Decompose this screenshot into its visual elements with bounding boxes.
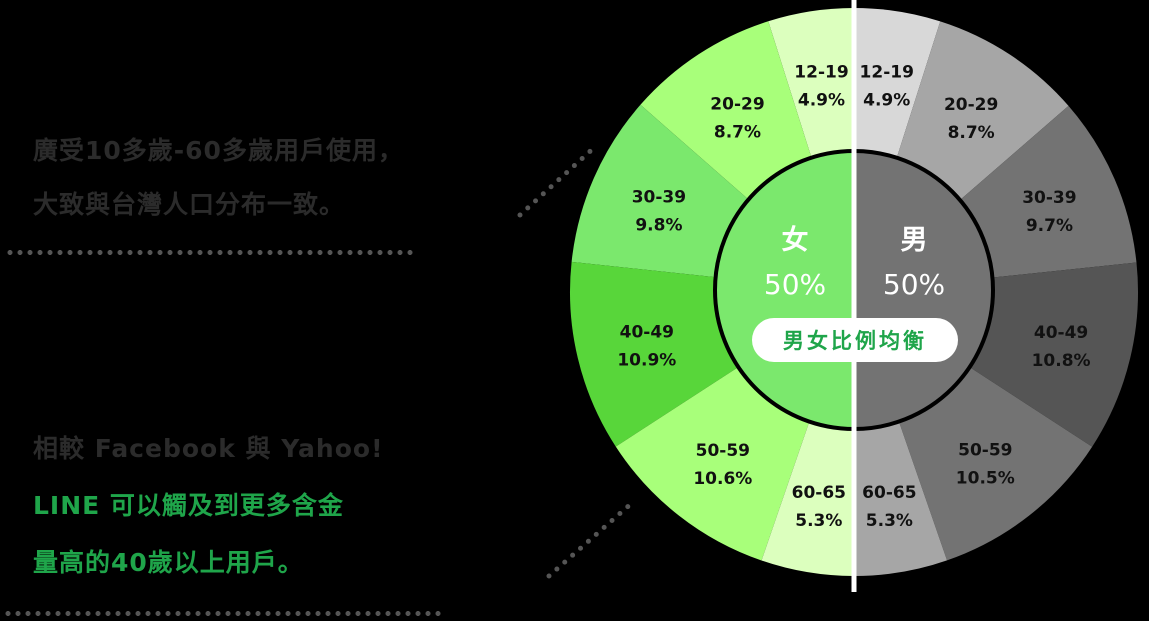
segment-age-label: 60-65 xyxy=(792,483,846,503)
segment-percent-label: 9.8% xyxy=(635,216,682,236)
segment-percent-label: 10.8% xyxy=(1032,351,1091,371)
segment-age-label: 50-59 xyxy=(958,441,1012,461)
female-percent: 50% xyxy=(764,268,826,301)
segment-percent-label: 8.7% xyxy=(714,123,761,143)
dotted-divider xyxy=(5,250,415,255)
segment-percent-label: 4.9% xyxy=(798,90,845,110)
segment-age-label: 20-29 xyxy=(710,95,764,115)
segment-age-label: 12-19 xyxy=(860,63,914,83)
male-label: 男 xyxy=(901,225,928,256)
segment-percent-label: 5.3% xyxy=(795,511,842,531)
male-percent: 50% xyxy=(883,268,945,301)
segment-age-label: 50-59 xyxy=(696,441,750,461)
segment-percent-label: 10.5% xyxy=(956,469,1015,489)
segment-percent-label: 9.7% xyxy=(1026,216,1073,236)
gender-divider-line xyxy=(851,0,857,592)
segment-percent-label: 5.3% xyxy=(866,511,913,531)
caption-line-reach: 相較 Facebook 與 Yahoo! LINE 可以觸及到更多含金 量高的4… xyxy=(33,420,383,591)
segment-percent-label: 4.9% xyxy=(863,91,910,111)
connector-dotted-line xyxy=(546,499,636,579)
caption-highlight-line: LINE 可以觸及到更多含金 xyxy=(33,491,344,520)
dotted-divider xyxy=(3,611,443,616)
segment-age-label: 40-49 xyxy=(620,323,674,343)
caption-line: 大致與台灣人口分布一致。 xyxy=(33,190,346,219)
segment-percent-label: 10.9% xyxy=(617,351,676,371)
segment-percent-label: 8.7% xyxy=(948,123,995,143)
caption-line: 相較 Facebook 與 Yahoo! xyxy=(33,434,384,463)
segment-age-label: 60-65 xyxy=(862,483,916,503)
segment-age-label: 40-49 xyxy=(1034,323,1088,343)
segment-age-label: 30-39 xyxy=(632,188,686,208)
segment-age-label: 20-29 xyxy=(944,95,998,115)
connector-dotted-line xyxy=(517,142,600,218)
segment-age-label: 30-39 xyxy=(1022,188,1076,208)
segment-age-label: 12-19 xyxy=(794,62,848,82)
caption-line: 廣受10多歲-60多歲用戶使用， xyxy=(33,136,404,165)
balance-badge: 男女比例均衡 xyxy=(752,318,958,362)
female-label: 女 xyxy=(782,224,809,256)
caption-age-coverage: 廣受10多歲-60多歲用戶使用， 大致與台灣人口分布一致。 xyxy=(33,124,404,232)
segment-percent-label: 10.6% xyxy=(693,469,752,489)
age-segment-labels: 12-19 4.9% 20-29 8.7% 30-39 9.8% 40-49 10.9% 50-… xyxy=(617,62,1090,531)
caption-highlight-line: 量高的40歲以上用戶。 xyxy=(33,548,304,577)
